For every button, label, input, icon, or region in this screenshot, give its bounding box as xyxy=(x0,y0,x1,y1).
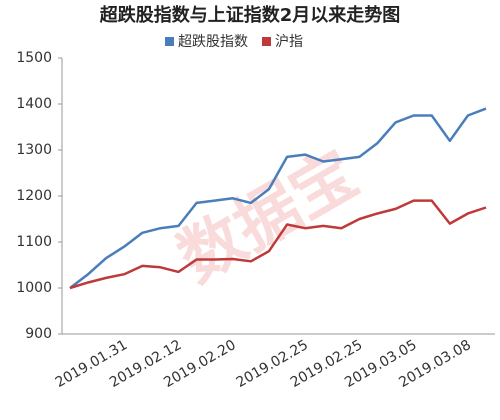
legend-label: 沪指 xyxy=(275,34,303,50)
legend-swatch xyxy=(165,37,174,46)
y-tick-label: 1300 xyxy=(16,142,52,158)
y-tick-label: 1500 xyxy=(16,50,52,66)
legend-swatch xyxy=(262,37,271,46)
watermark: 数据宝 xyxy=(167,137,370,297)
y-tick-label: 1100 xyxy=(16,234,52,250)
chart-title: 超跌股指数与上证指数2月以来走势图 xyxy=(100,4,401,26)
series-line xyxy=(69,107,487,289)
y-tick-label: 1000 xyxy=(16,280,52,296)
series-line xyxy=(69,199,487,290)
y-tick-label: 1400 xyxy=(16,96,52,112)
y-tick-label: 900 xyxy=(25,326,52,342)
y-tick-label: 1200 xyxy=(16,188,52,204)
legend-label: 超跌股指数 xyxy=(178,34,248,50)
